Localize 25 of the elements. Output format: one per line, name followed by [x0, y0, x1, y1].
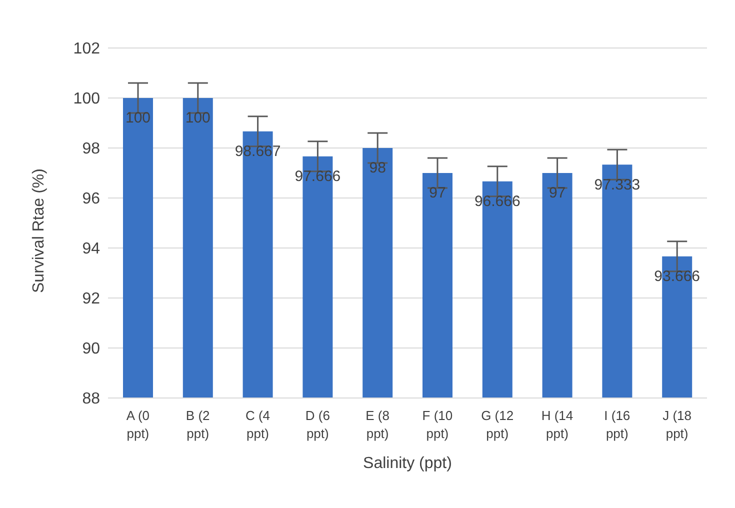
data-label: 97 — [429, 184, 446, 202]
x-tick-label: J (18 ppt) — [662, 408, 692, 441]
x-tick-label: C (4 ppt) — [245, 408, 270, 441]
y-tick-label: 96 — [82, 190, 100, 208]
x-axis-title: Salinity (ppt) — [363, 455, 452, 472]
x-tick-label: E (8 ppt) — [366, 408, 390, 441]
x-tick-label: H (14 ppt) — [541, 408, 574, 441]
data-label: 97 — [548, 184, 566, 202]
data-label: 98 — [369, 160, 386, 177]
x-tick-label: I (16 ppt) — [604, 408, 630, 441]
x-tick-label: B (2 ppt) — [186, 408, 210, 441]
y-tick-label: 102 — [73, 40, 100, 58]
x-tick-label: D (6 ppt) — [305, 408, 330, 441]
y-axis-title: Survival Rtae (%) — [30, 168, 48, 293]
y-tick-label: 98 — [82, 140, 100, 158]
x-tick-label: G (12 ppt) — [481, 408, 514, 441]
data-label: 100 — [125, 110, 151, 127]
data-label: 100 — [185, 110, 210, 127]
y-tick-label: 92 — [82, 290, 100, 308]
y-tick-label: 88 — [82, 390, 100, 408]
y-tick-label: 90 — [82, 340, 100, 358]
y-tick-label: 94 — [82, 240, 100, 258]
y-tick-label: 100 — [73, 90, 100, 108]
x-tick-label: A (0 ppt) — [126, 408, 150, 441]
x-tick-label: F (10 ppt) — [422, 408, 453, 441]
